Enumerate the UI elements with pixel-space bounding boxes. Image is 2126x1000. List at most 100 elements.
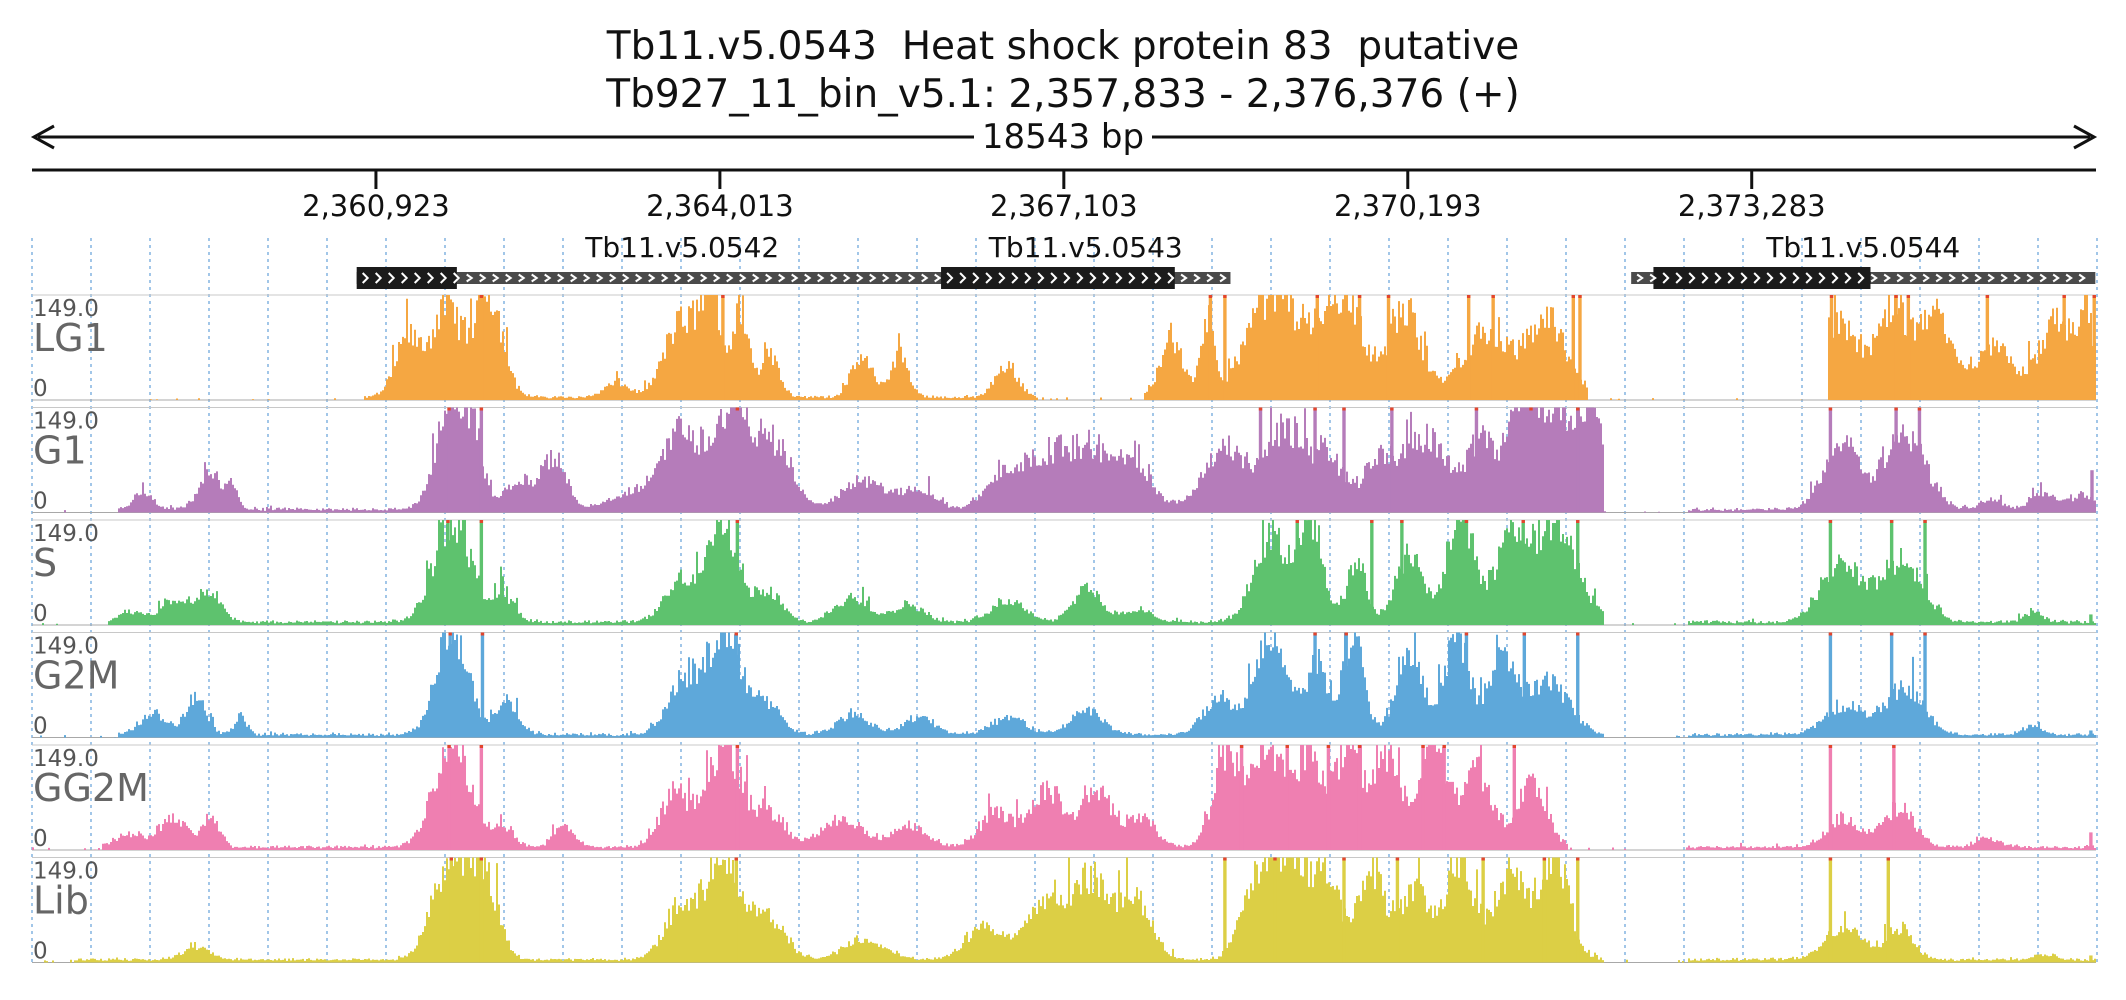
track-min-label: 0 xyxy=(33,826,48,852)
axis-tick-label: 2,364,013 xyxy=(646,189,794,223)
clip-marker xyxy=(479,295,484,298)
track-max-label: 149.0 xyxy=(33,634,99,660)
clip-marker xyxy=(479,520,484,523)
clip-marker xyxy=(1828,407,1833,411)
clip-marker xyxy=(1521,520,1525,523)
coverage-spike xyxy=(1357,745,1362,850)
clip-marker xyxy=(1906,295,1911,298)
coverage-spike xyxy=(1239,745,1244,850)
clip-marker xyxy=(1313,632,1317,636)
clip-marker xyxy=(1258,407,1263,411)
clip-marker xyxy=(1917,407,1922,411)
clip-marker xyxy=(1576,857,1580,861)
coverage-spike xyxy=(2089,955,2093,963)
clip-marker xyxy=(1466,295,1471,298)
coverage-area xyxy=(32,745,2096,850)
clip-marker xyxy=(1828,745,1833,748)
clip-marker xyxy=(1464,632,1469,636)
clip-marker xyxy=(1522,632,1527,636)
coverage-spike xyxy=(734,632,738,738)
clip-marker xyxy=(1357,295,1362,298)
clip-marker xyxy=(447,745,451,748)
clip-marker xyxy=(1326,745,1331,748)
clip-marker xyxy=(735,520,740,523)
clip-marker xyxy=(1923,520,1927,523)
track-min-label: 0 xyxy=(33,601,48,627)
coverage-spike xyxy=(1529,407,1533,513)
coverage-track-lg1: 149.0 0 LG1 xyxy=(32,294,2096,402)
coverage-spike xyxy=(1542,857,1547,963)
track-name-label: G1 xyxy=(33,429,87,473)
clip-marker xyxy=(1828,520,1833,523)
clip-marker xyxy=(1828,857,1833,861)
clip-marker xyxy=(1342,407,1346,411)
clip-marker xyxy=(1315,295,1319,298)
track-max-label: 149.0 xyxy=(33,859,99,885)
coverage-spike xyxy=(1828,520,1833,625)
clip-marker xyxy=(1370,520,1374,523)
coverage-spike xyxy=(1258,407,1263,513)
coverage-spike xyxy=(479,745,484,850)
chart-subtitle: Tb927_11_bin_v5.1: 2,357,833 - 2,376,376… xyxy=(606,72,1520,117)
coverage-spike xyxy=(447,745,451,850)
clip-marker xyxy=(1894,407,1898,411)
clip-marker xyxy=(1386,295,1391,298)
coverage-spike xyxy=(1386,295,1391,400)
gene-strand-arrows xyxy=(946,272,1227,284)
coverage-spike xyxy=(1828,745,1833,850)
track-max-label: 149.0 xyxy=(33,296,99,322)
track-min-label: 0 xyxy=(33,939,48,965)
clip-marker xyxy=(449,857,454,861)
gene-label: Tb11.v5.0543 xyxy=(988,231,1183,264)
clip-marker xyxy=(1223,295,1227,298)
coverage-spike xyxy=(1295,520,1299,625)
coverage-spike xyxy=(1923,632,1927,738)
gene-strand-arrows xyxy=(1636,272,2086,284)
grid-lines xyxy=(31,238,2098,964)
coverage-track-s: 149.0 0 S xyxy=(32,519,2096,627)
coverage-spike xyxy=(2089,832,2093,850)
clip-marker xyxy=(1889,632,1894,636)
coverage-spike xyxy=(1395,857,1400,963)
clip-marker xyxy=(1295,520,1299,523)
coverage-spike xyxy=(1576,407,1580,513)
coverage-spike xyxy=(1315,295,1319,400)
coverage-spike xyxy=(1576,857,1580,963)
coverage-track-g1: 149.0 0 G1 xyxy=(32,407,2096,515)
axis-tick-label: 2,373,283 xyxy=(1678,189,1826,223)
coverage-area xyxy=(40,632,2096,738)
track-min-label: 0 xyxy=(33,714,48,740)
track-max-label: 149.0 xyxy=(33,409,99,435)
coverage-spike xyxy=(447,407,451,513)
coverage-spike xyxy=(1466,295,1471,400)
track-max-label: 149.0 xyxy=(33,521,99,547)
coverage-spike xyxy=(479,407,484,513)
clip-marker xyxy=(1357,745,1362,748)
coverage-spike xyxy=(1889,632,1894,738)
coverage-spike xyxy=(1313,632,1317,738)
clip-marker xyxy=(448,632,452,636)
coverage-spike xyxy=(1464,520,1469,625)
clip-marker xyxy=(2062,295,2066,298)
clip-marker xyxy=(734,857,738,861)
coverage-spike xyxy=(1571,295,1575,400)
coverage-spike xyxy=(1917,407,1922,513)
coverage-spike xyxy=(1421,745,1425,850)
coverage-spike xyxy=(1344,632,1348,738)
clip-marker xyxy=(1421,745,1425,748)
clip-marker xyxy=(1342,857,1346,861)
coverage-spike xyxy=(1474,407,1479,513)
clip-marker xyxy=(1829,295,1834,298)
coverage-spike xyxy=(446,520,450,625)
coverage-spike xyxy=(1223,857,1227,963)
coverage-spike xyxy=(1828,857,1833,963)
clip-marker xyxy=(1576,632,1580,636)
clip-marker xyxy=(1474,407,1479,411)
clip-marker xyxy=(1491,295,1495,298)
coverage-spike xyxy=(1313,407,1317,513)
coverage-spike xyxy=(735,745,740,850)
clip-marker xyxy=(721,295,725,298)
coverage-spike xyxy=(734,857,738,963)
clip-marker xyxy=(1512,745,1516,748)
coverage-spike xyxy=(1357,295,1362,400)
